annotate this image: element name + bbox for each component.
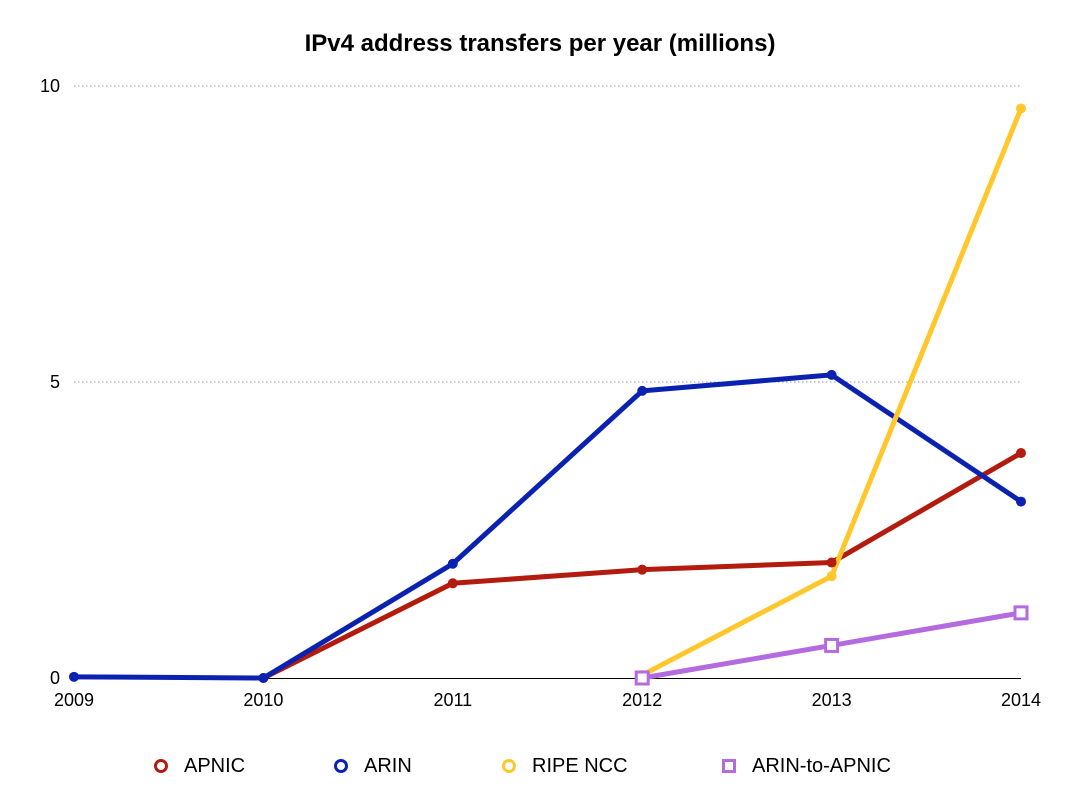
legend-label-ripe-ncc: RIPE NCC	[532, 754, 628, 777]
legend-item-ripe-ncc[interactable]: RIPE NCC	[502, 752, 628, 780]
legend-marker-arin	[334, 759, 348, 773]
x-tick-label-2013: 2013	[812, 690, 852, 710]
legend-item-arin-to-apnic[interactable]: ARIN-to-APNIC	[722, 752, 891, 780]
data-point-arin-2013[interactable]	[826, 369, 837, 380]
series-line-ripe-ncc	[639, 106, 1024, 678]
data-point-ripe-ncc-2014[interactable]	[1016, 103, 1026, 114]
data-point-arin-to-apnic-2013[interactable]	[824, 637, 840, 653]
x-tick-label-2014: 2014	[1001, 690, 1041, 710]
data-point-apnic-2012[interactable]	[637, 564, 648, 575]
data-point-arin-to-apnic-2012[interactable]	[634, 670, 650, 686]
data-point-ripe-ncc-2013[interactable]	[826, 571, 837, 582]
data-point-apnic-2013[interactable]	[826, 557, 837, 568]
y-tick-label-5: 5	[50, 372, 60, 392]
legend-marker-apnic	[154, 759, 168, 773]
x-tick-label-2011: 2011	[433, 690, 472, 710]
x-tick-label-2010: 2010	[243, 690, 283, 710]
x-tick-label-2012: 2012	[622, 690, 662, 710]
data-point-arin-2009[interactable]	[69, 671, 79, 682]
y-tick-label-0: 0	[50, 668, 60, 688]
legend-item-apnic[interactable]: APNIC	[154, 752, 245, 780]
series-markers	[69, 103, 1029, 686]
chart-title: IPv4 address transfers per year (million…	[304, 30, 776, 57]
data-point-arin-to-apnic-2014[interactable]	[1013, 605, 1029, 621]
data-point-arin-2011[interactable]	[447, 558, 458, 569]
series-lines	[71, 106, 1024, 681]
x-tick-label-2009: 2009	[54, 690, 94, 710]
data-point-arin-2010[interactable]	[258, 673, 269, 683]
data-point-arin-2012[interactable]	[637, 385, 648, 396]
legend-label-apnic: APNIC	[184, 754, 246, 777]
data-point-apnic-2011[interactable]	[447, 578, 458, 589]
legend: APNIC ARIN RIPE NCC ARIN-to-APNIC	[0, 752, 1080, 782]
series-line-arin	[71, 372, 1024, 681]
legend-item-arin[interactable]: ARIN	[334, 752, 412, 780]
y-tick-label-10: 10	[40, 76, 60, 96]
data-point-arin-2014[interactable]	[1016, 496, 1026, 507]
legend-label-arin: ARIN	[364, 754, 412, 777]
legend-label-arin-to-apnic: ARIN-to-APNIC	[752, 754, 891, 777]
legend-marker-ripe-ncc	[502, 759, 516, 773]
grid-lines	[74, 85, 1021, 383]
tick-labels: 0 5 10 2009 2010 2011 2012 2013 2014	[40, 76, 1041, 710]
data-point-apnic-2014[interactable]	[1016, 448, 1026, 459]
legend-marker-arin-to-apnic	[722, 759, 736, 773]
